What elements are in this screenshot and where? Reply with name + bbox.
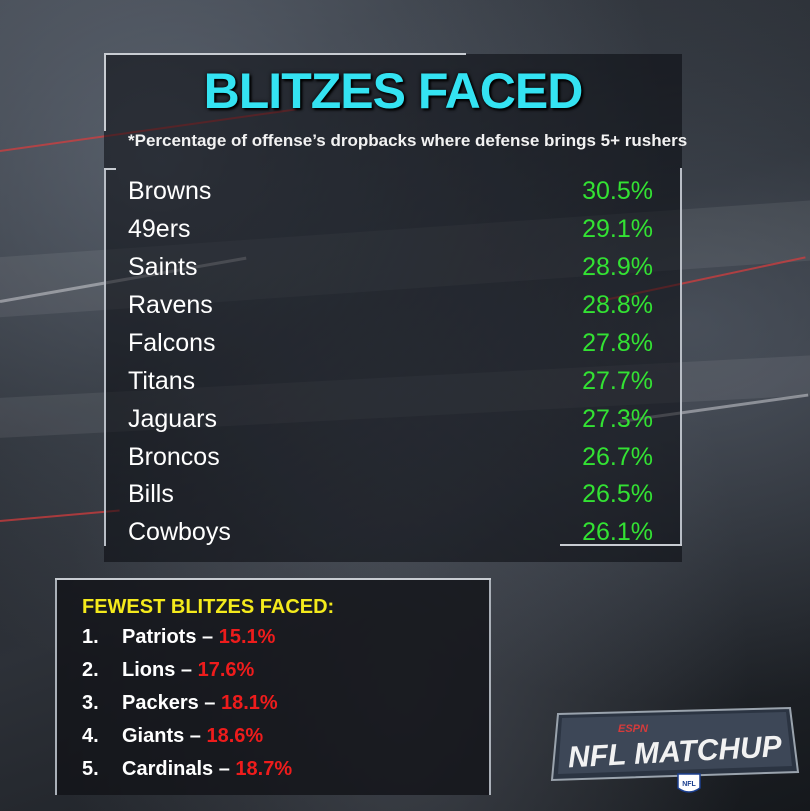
fewest-percentage: 15.1% bbox=[218, 626, 276, 648]
team-name: 49ers bbox=[128, 215, 191, 243]
team-list-frame bbox=[104, 168, 682, 546]
list-item: 5. Cardinals – 18.7% bbox=[82, 758, 292, 786]
rank-number: 4. bbox=[82, 725, 99, 747]
fewest-team: Packers – bbox=[122, 692, 221, 714]
subtitle: *Percentage of offense’s dropbacks where… bbox=[128, 131, 688, 150]
list-frame-bottom bbox=[560, 544, 682, 546]
team-percentage: 26.1% bbox=[582, 518, 653, 546]
team-percentage: 28.9% bbox=[582, 253, 653, 281]
nfl-shield-icon: NFL bbox=[677, 773, 701, 793]
team-row: 49ers 29.1% bbox=[128, 215, 653, 253]
list-item: 1. Patriots – 15.1% bbox=[82, 626, 275, 654]
team-name: Saints bbox=[128, 253, 198, 281]
team-percentage: 28.8% bbox=[582, 291, 653, 319]
fewest-percentage: 18.1% bbox=[220, 692, 278, 714]
team-name: Falcons bbox=[128, 329, 216, 357]
rank-number: 5. bbox=[82, 758, 99, 780]
fewest-percentage: 18.7% bbox=[235, 758, 293, 780]
team-row: Ravens 28.8% bbox=[128, 291, 653, 329]
team-name: Titans bbox=[128, 367, 196, 395]
fewest-percentage: 18.6% bbox=[206, 725, 264, 747]
top-frame-line bbox=[104, 53, 106, 131]
fewest-team: Lions – bbox=[122, 659, 198, 681]
rank-number: 2. bbox=[82, 659, 99, 681]
team-row: Saints 28.9% bbox=[128, 253, 653, 291]
team-row: Falcons 27.8% bbox=[128, 329, 653, 367]
team-name: Browns bbox=[128, 177, 212, 205]
team-row: Cowboys 26.1% bbox=[128, 518, 653, 556]
team-row: Jaguars 27.3% bbox=[128, 405, 653, 443]
team-percentage: 30.5% bbox=[582, 177, 653, 205]
top-frame-line bbox=[104, 53, 466, 55]
team-name: Jaguars bbox=[128, 405, 217, 433]
nfl-matchup-logo: ESPN NFL MATCHUP NFL bbox=[550, 706, 800, 793]
team-name: Ravens bbox=[128, 291, 213, 319]
team-row: Bills 26.5% bbox=[128, 480, 653, 518]
fewest-blitzes-panel bbox=[55, 578, 491, 795]
nfl-badge-text: NFL bbox=[682, 781, 696, 788]
fewest-team: Patriots – bbox=[122, 626, 219, 648]
team-name: Cowboys bbox=[128, 518, 231, 546]
team-name: Broncos bbox=[128, 443, 220, 471]
team-percentage: 29.1% bbox=[582, 215, 653, 243]
list-item: 2. Lions – 17.6% bbox=[82, 659, 254, 687]
list-frame-top bbox=[104, 168, 116, 170]
list-item: 3. Packers – 18.1% bbox=[82, 692, 278, 720]
list-item: 4. Giants – 18.6% bbox=[82, 725, 263, 753]
rank-number: 1. bbox=[82, 626, 99, 648]
team-percentage: 27.3% bbox=[582, 405, 653, 433]
team-percentage: 27.7% bbox=[582, 367, 653, 395]
team-row: Broncos 26.7% bbox=[128, 443, 653, 481]
espn-wordmark: ESPN bbox=[618, 723, 649, 735]
rank-number: 3. bbox=[82, 692, 99, 714]
team-name: Bills bbox=[128, 480, 174, 508]
team-row: Browns 30.5% bbox=[128, 177, 653, 215]
team-row: Titans 27.7% bbox=[128, 367, 653, 405]
page-title: BLITZES FACED bbox=[203, 63, 584, 119]
team-percentage: 26.5% bbox=[582, 480, 653, 508]
main-panel bbox=[104, 54, 682, 562]
team-percentage: 27.8% bbox=[582, 329, 653, 357]
fewest-title: FEWEST BLITZES FACED: bbox=[82, 596, 335, 618]
fewest-frame-top bbox=[55, 578, 491, 580]
fewest-team: Cardinals – bbox=[122, 758, 236, 780]
fewest-team: Giants – bbox=[122, 725, 207, 747]
team-percentage: 26.7% bbox=[582, 443, 653, 471]
fewest-percentage: 17.6% bbox=[197, 659, 255, 681]
